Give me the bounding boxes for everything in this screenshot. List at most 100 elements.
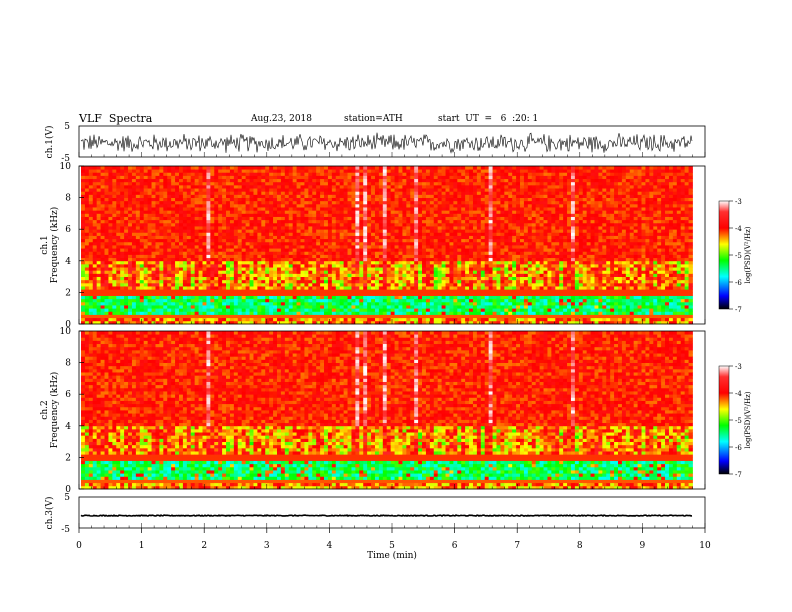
spectrogram-cell <box>128 289 132 293</box>
spectrogram-cell <box>371 289 375 293</box>
spectrogram-cell <box>203 273 207 277</box>
spectrogram-cell <box>273 318 277 322</box>
spectrogram-cell <box>332 248 336 252</box>
spectrogram-cell <box>97 182 101 186</box>
spectrogram-cell <box>120 248 124 252</box>
spectrogram-cell <box>465 264 469 268</box>
spectrogram-cell <box>371 210 375 214</box>
spectrogram-cell <box>144 245 148 249</box>
spectrogram-cell <box>167 302 171 306</box>
spectrogram-cell <box>465 201 469 205</box>
spectrogram-cell <box>344 289 348 293</box>
spectrogram-cell <box>101 296 105 300</box>
spectrogram-cell <box>312 194 316 198</box>
spectrogram-cell <box>148 267 152 271</box>
spectrogram-cell <box>367 207 371 211</box>
spectrogram-cell <box>199 213 203 217</box>
spectrogram-cell <box>379 175 383 179</box>
spectrogram-cell <box>422 273 426 277</box>
spectrogram-cell <box>418 182 422 186</box>
spectrogram-cell <box>363 236 367 240</box>
spectrogram-cell <box>105 315 109 319</box>
spectrogram-cell <box>250 169 254 173</box>
spectrogram-cell <box>359 267 363 271</box>
spectrogram-cell <box>324 194 328 198</box>
spectrogram-cell <box>371 223 375 227</box>
spectrogram-cell <box>144 217 148 221</box>
spectrogram-cell <box>461 182 465 186</box>
spectrogram-cell <box>89 277 93 281</box>
spectrogram-cell <box>89 261 93 265</box>
spectrogram-cell <box>132 207 136 211</box>
spectrogram-cell <box>230 169 234 173</box>
spectrogram-cell <box>367 283 371 287</box>
spectrogram-cell <box>469 229 473 233</box>
spectrogram-cell <box>187 201 191 205</box>
spectrogram-cell <box>195 305 199 309</box>
spectrogram-cell <box>101 213 105 217</box>
spectrogram-cell <box>261 280 265 284</box>
spectrogram-cell <box>430 182 434 186</box>
spectrogram-cell <box>442 267 446 271</box>
spectrogram-cell <box>148 248 152 252</box>
spectrogram-cell <box>422 191 426 195</box>
spectrogram-cell <box>195 315 199 319</box>
spectrogram-cell <box>128 280 132 284</box>
spectrogram-cell <box>414 179 418 183</box>
spectrogram-cell <box>175 286 179 290</box>
spectrogram-cell <box>277 236 281 240</box>
spectrogram-cell <box>230 188 234 192</box>
spectrogram-cell <box>206 239 210 243</box>
spectrogram-cell <box>332 286 336 290</box>
spectrogram-cell <box>152 254 156 258</box>
spectrogram-cell <box>222 242 226 246</box>
spectrogram-cell <box>418 198 422 202</box>
spectrogram-cell <box>383 239 387 243</box>
spectrogram-cell <box>269 226 273 230</box>
spectrogram-cell <box>383 232 387 236</box>
spectrogram-cell <box>371 299 375 303</box>
spectrogram-cell <box>155 198 159 202</box>
spectrogram-cell <box>297 220 301 224</box>
spectrogram-cell <box>363 229 367 233</box>
spectrogram-cell <box>301 172 305 176</box>
spectrogram-cell <box>324 185 328 189</box>
spectrogram-cell <box>238 261 242 265</box>
spectrogram-cell <box>226 182 230 186</box>
spectrogram-cell <box>344 172 348 176</box>
spectrogram-cell <box>465 236 469 240</box>
spectrogram-cell <box>453 277 457 281</box>
spectrogram-cell <box>422 302 426 306</box>
spectrogram-cell <box>230 232 234 236</box>
spectrogram-cell <box>191 248 195 252</box>
spectrogram-cell <box>210 236 214 240</box>
spectrogram-cell <box>108 242 112 246</box>
spectrogram-cell <box>277 220 281 224</box>
spectrogram-cell <box>226 305 230 309</box>
spectrogram-cell <box>93 179 97 183</box>
spectrogram-cell <box>457 232 461 236</box>
spectrogram-cell <box>144 179 148 183</box>
spectrogram-cell <box>222 210 226 214</box>
spectrogram-cell <box>395 229 399 233</box>
spectrogram-cell <box>367 296 371 300</box>
spectrogram-cell <box>171 172 175 176</box>
spectrogram-cell <box>465 191 469 195</box>
spectrogram-cell <box>410 182 414 186</box>
spectrogram-cell <box>277 311 281 315</box>
spectrogram-cell <box>250 254 254 258</box>
spectrogram-cell <box>195 254 199 258</box>
spectrogram-cell <box>265 302 269 306</box>
spectrogram-cell <box>340 254 344 258</box>
spectrogram-cell <box>355 204 359 208</box>
spectrogram-cell <box>422 188 426 192</box>
spectrogram-cell <box>195 198 199 202</box>
spectrogram-cell <box>461 188 465 192</box>
spectrogram-cell <box>430 258 434 262</box>
spectrogram-cell <box>152 226 156 230</box>
spectrogram-cell <box>426 261 430 265</box>
spectrogram-cell <box>105 267 109 271</box>
spectrogram-cell <box>108 223 112 227</box>
spectrogram-cell <box>155 311 159 315</box>
spectrogram-cell <box>363 245 367 249</box>
